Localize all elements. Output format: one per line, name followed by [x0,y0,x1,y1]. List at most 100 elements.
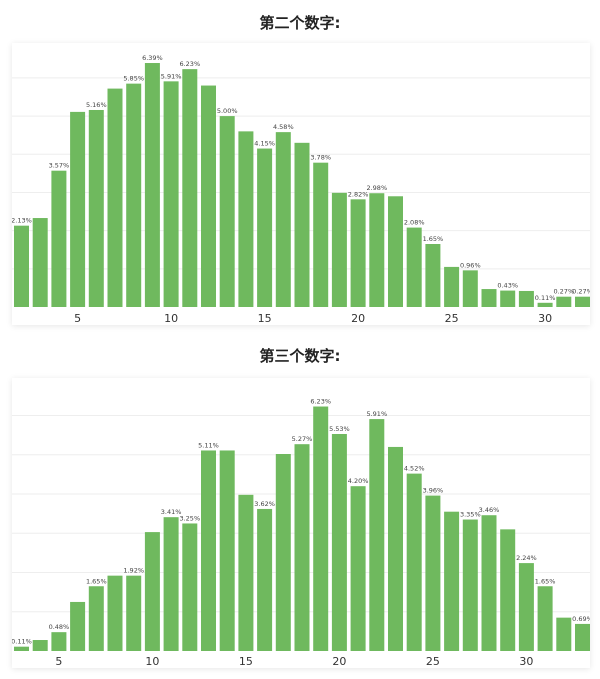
data-label: 0.27% [553,288,574,296]
bar[interactable] [537,302,553,307]
bar[interactable] [406,473,422,651]
bar[interactable] [275,454,291,651]
x-tick-label: 25 [426,655,440,668]
data-label: 2.82% [348,190,369,198]
bar[interactable] [294,142,310,307]
data-label: 4.58% [273,123,294,131]
bar[interactable] [500,529,516,651]
bar[interactable] [518,563,534,651]
bar[interactable] [275,132,291,307]
data-label: 5.00% [217,107,238,115]
x-tick-label: 30 [519,655,533,668]
bar[interactable] [201,85,216,307]
bar[interactable] [331,433,347,651]
data-label: 2.08% [404,219,425,227]
bar[interactable] [518,290,534,307]
bar[interactable] [182,69,198,307]
bar[interactable] [481,289,497,307]
bar[interactable] [388,446,403,651]
bar[interactable] [238,131,254,307]
bar[interactable] [462,519,478,651]
chart-title-second-number: 第二个数字: [259,14,341,32]
bar[interactable] [257,508,273,651]
data-label: 4.20% [348,477,369,485]
bar[interactable] [556,617,572,651]
bar[interactable] [331,192,347,307]
bar[interactable] [126,83,142,307]
bar[interactable] [70,111,86,308]
bar[interactable] [537,586,553,651]
data-label: 3.35% [460,511,481,519]
bar[interactable] [369,419,385,651]
bar[interactable] [51,632,67,651]
bar[interactable] [144,63,160,307]
bar[interactable] [425,495,441,651]
bar[interactable] [201,450,216,651]
bar[interactable] [575,623,590,651]
bar[interactable] [575,296,590,307]
data-label: 1.65% [86,577,107,585]
x-tick-label: 10 [145,655,159,668]
bar[interactable] [32,640,48,651]
bar[interactable] [388,196,403,307]
data-label: 1.92% [123,567,144,575]
data-label: 5.16% [86,101,107,109]
bar[interactable] [163,81,179,307]
bar[interactable] [144,532,160,651]
bar[interactable] [32,218,48,307]
bar[interactable] [500,290,516,307]
bar[interactable] [219,450,235,651]
data-label: 6.23% [179,60,200,68]
data-label: 5.91% [161,72,182,80]
bar[interactable] [556,296,572,307]
bar[interactable] [481,515,497,651]
bar[interactable] [51,170,67,307]
bar[interactable] [219,116,235,307]
data-label: 3.62% [254,500,275,508]
data-label: 1.65% [535,577,556,585]
bar[interactable] [88,109,104,308]
bar[interactable] [257,148,273,307]
x-tick-label: 5 [55,655,62,668]
data-label: 3.25% [179,514,200,522]
bar[interactable] [238,494,254,651]
data-label: 0.43% [497,282,518,290]
bar[interactable] [182,523,198,651]
bar[interactable] [350,199,366,307]
bar[interactable] [369,193,385,307]
data-label: 6.39% [142,54,163,62]
bar[interactable] [406,227,422,307]
bar[interactable] [70,601,86,651]
data-label: 0.48% [49,623,70,631]
bar[interactable] [14,225,29,307]
data-label: 3.41% [161,508,182,516]
bar[interactable] [313,406,329,651]
x-tick-label: 25 [445,312,459,325]
bar[interactable] [425,244,441,307]
data-label: 5.11% [198,441,219,449]
data-label: 3.78% [310,154,331,162]
bar[interactable] [107,88,123,307]
data-label: 6.23% [310,398,331,406]
bar[interactable] [350,486,366,651]
bar[interactable] [313,162,329,307]
bar[interactable] [444,266,460,307]
data-label: 1.65% [423,235,444,243]
bar[interactable] [126,575,142,651]
x-tick-label: 30 [538,312,552,325]
bar[interactable] [14,646,29,651]
data-label: 4.52% [404,465,425,473]
data-label: 3.57% [49,162,70,170]
bar-chart-second-number: 2.13% 3.57% 5.16% 5.85% 6.39% 5.91% 6.23% 5.00%… [12,54,590,325]
data-label: 2.13% [12,217,32,225]
data-label: 3.46% [479,506,500,514]
x-tick-label: 20 [351,312,365,325]
bar[interactable] [462,270,478,307]
bar[interactable] [294,444,310,651]
bar[interactable] [88,586,104,651]
bar[interactable] [107,575,123,651]
bar[interactable] [163,517,179,651]
bar[interactable] [444,511,460,651]
data-label: 5.27% [292,435,313,443]
data-label: 0.11% [12,638,32,646]
